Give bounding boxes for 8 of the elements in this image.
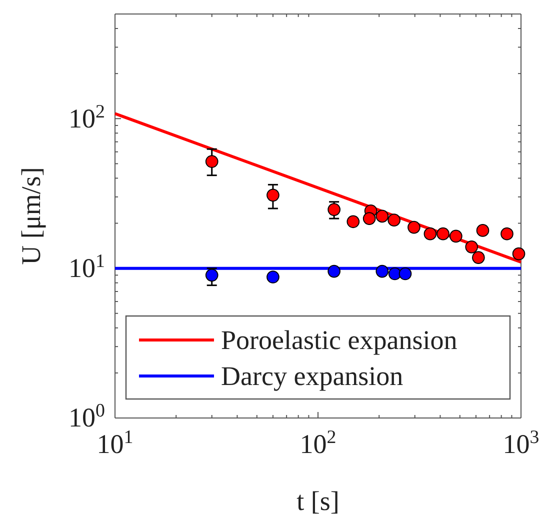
x-axis-title: t [s] <box>296 486 340 516</box>
y-tick-label: 10$^{2}$ <box>68 100 105 134</box>
x-tick-label: 10$^{3}$ <box>502 426 540 460</box>
legend-label: Poroelastic expansion <box>221 325 458 355</box>
y-tick-label: 10$^{1}$ <box>68 250 105 283</box>
x-tick-label: 10$^{2}$ <box>300 426 336 460</box>
y-axis-title: U [μm/s] <box>16 167 46 265</box>
legend-label: Darcy expansion <box>221 361 404 391</box>
